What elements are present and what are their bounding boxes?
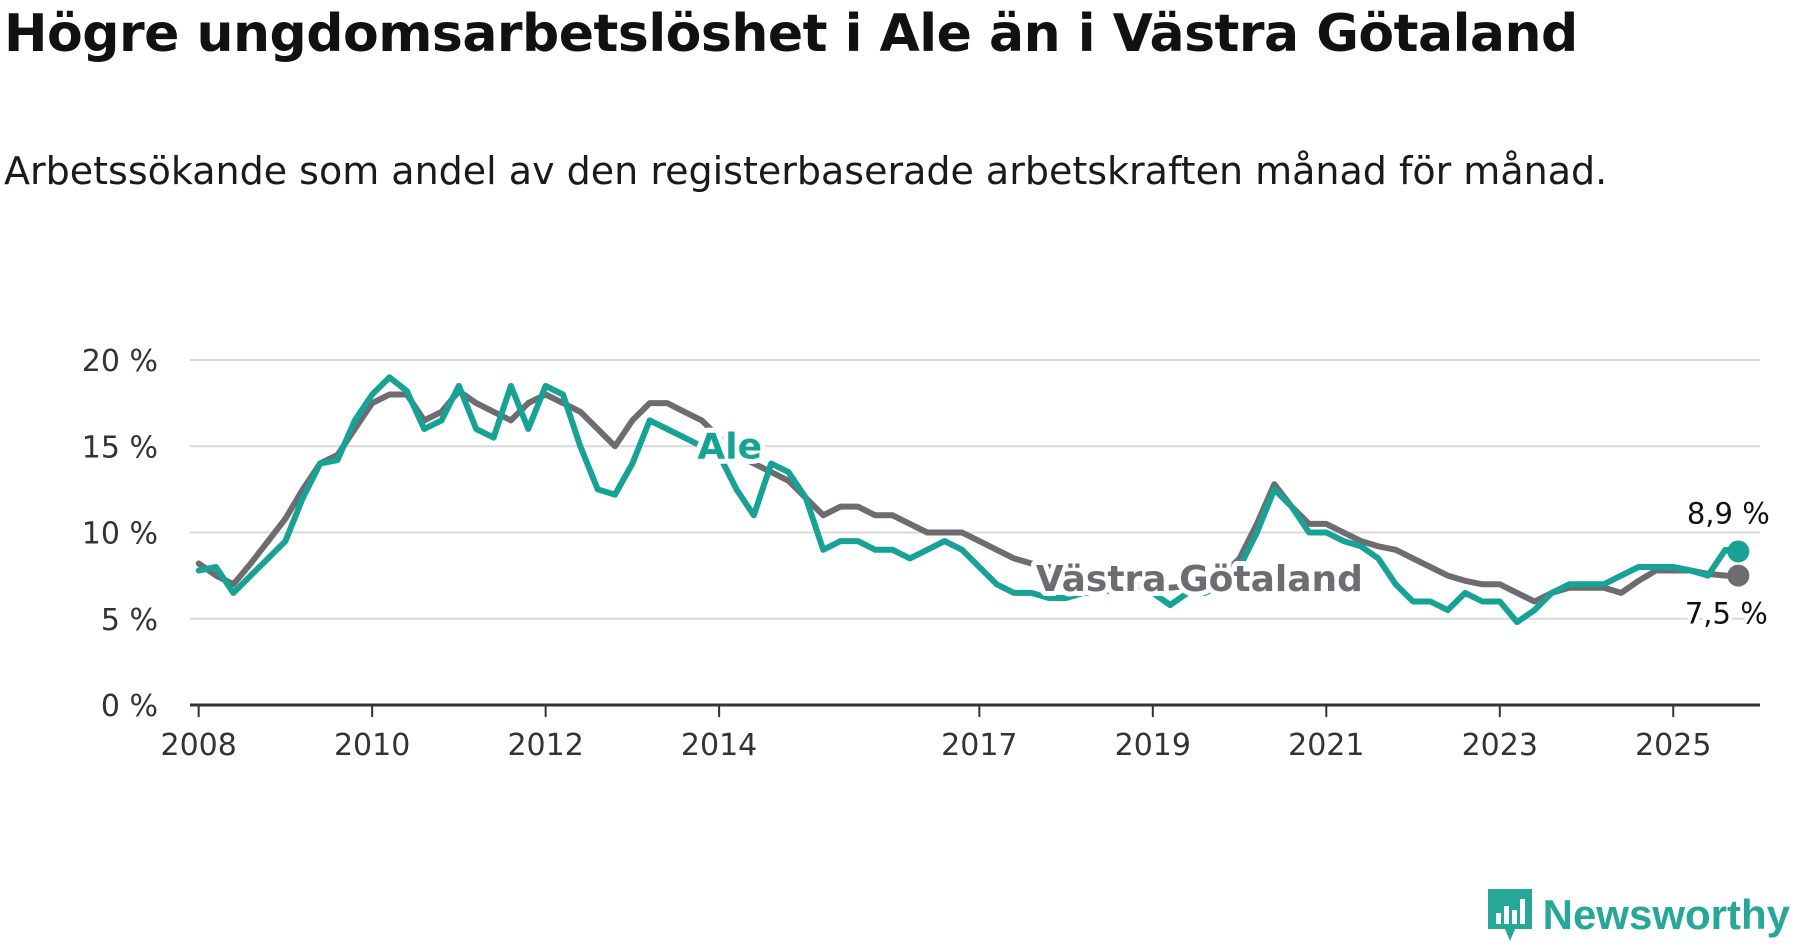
x-tick-label: 2010 [334,728,410,763]
x-tick-label: 2023 [1462,728,1538,763]
y-tick-label: 5 % [101,603,158,638]
x-tick-label: 2008 [160,728,236,763]
newsworthy-logo: Newsworthy [1485,887,1790,943]
chart-title: Högre ungdomsarbetslöshet i Ale än i Väs… [4,4,1578,64]
x-tick-label: 2012 [507,728,583,763]
series-label-vastra-gotaland: Västra Götaland [1036,559,1363,600]
y-axis-ticks: 0 % 5 % 10 % 15 % 20 % [82,344,158,724]
y-tick-label: 10 % [82,517,158,552]
series-endpoint-ale [1727,540,1750,563]
x-tick-label: 2021 [1288,728,1364,763]
y-tick-label: 15 % [82,430,158,465]
series-endpoint-v-stra-g-taland [1727,564,1750,587]
x-axis-ticks: 2008 2010 2012 2014 2017 2019 2021 2023 2025 [160,705,1711,763]
series-line-ale [195,374,1742,626]
series-label-ale: Ale [697,426,762,467]
series-line-v-stra-g-taland [195,388,1742,605]
x-tick-label: 2017 [941,728,1017,763]
end-value-label-ale: 8,9 % [1687,496,1770,530]
x-tick-label: 2025 [1635,728,1711,763]
y-tick-label: 0 % [101,689,158,724]
newsworthy-chart-icon [1487,889,1532,941]
series-lines [195,374,1750,626]
gridlines [190,359,1760,620]
chart-subtitle: Arbetssökande som andel av den registerb… [4,149,1608,193]
series-labels: Västra Götaland Ale 8,9 % 7,5 % [692,421,1773,634]
brand-name: Newsworthy [1542,891,1790,938]
x-tick-label: 2014 [681,728,757,763]
end-value-label-vastra-gotaland: 7,5 % [1685,597,1768,631]
x-tick-label: 2019 [1115,728,1191,763]
y-tick-label: 20 % [82,344,158,379]
